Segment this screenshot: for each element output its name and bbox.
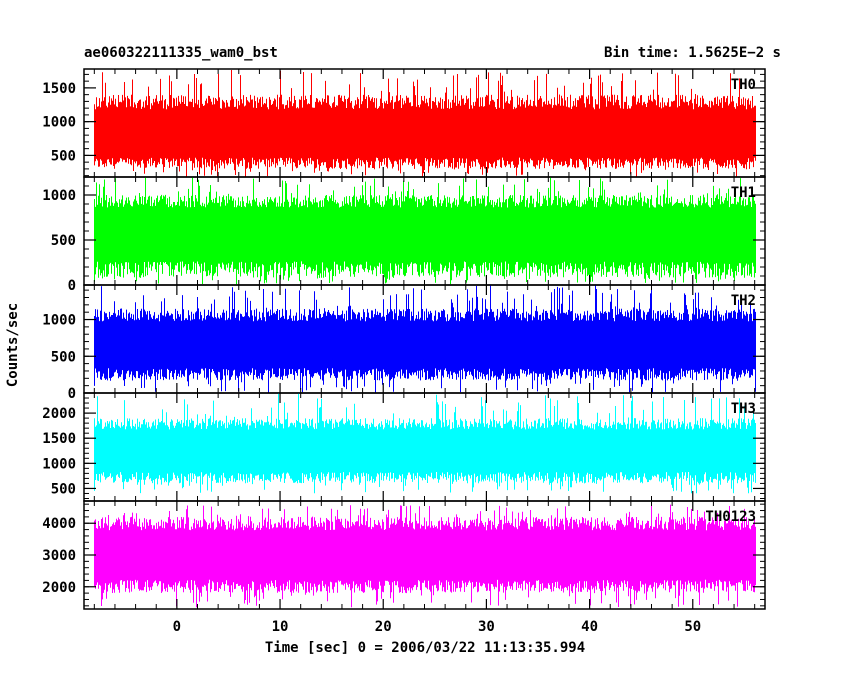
y-tick-label: 2000 <box>42 580 76 596</box>
y-tick-label: 3000 <box>42 548 76 564</box>
series-th2-line <box>94 285 756 393</box>
y-tick-label: 500 <box>51 349 76 365</box>
series-label-th0: TH0 <box>731 77 756 93</box>
y-tick-label: 1000 <box>42 188 76 204</box>
y-tick-label: 1500 <box>42 431 76 447</box>
series-label-th2: TH2 <box>731 293 756 309</box>
y-tick-label: 1500 <box>42 81 76 97</box>
series-th0-line <box>94 70 756 177</box>
y-tick-label: 2000 <box>42 406 76 422</box>
series-th0123-line <box>94 504 756 608</box>
series-th1-line <box>94 177 756 285</box>
x-tick-label: 10 <box>272 619 289 635</box>
series-label-th3: TH3 <box>731 401 756 417</box>
y-tick-label: 500 <box>51 148 76 164</box>
y-tick-label: 1000 <box>42 313 76 329</box>
x-tick-label: 20 <box>375 619 392 635</box>
series-label-th1: TH1 <box>731 185 756 201</box>
bin-time-label: Bin time: 1.5625E−2 s <box>603 45 781 61</box>
x-tick-label: 40 <box>581 619 598 635</box>
x-tick-label: 0 <box>173 619 181 635</box>
y-tick-label: 1000 <box>42 456 76 472</box>
y-tick-label: 1000 <box>42 115 76 131</box>
chart-title: ae060322111335_wam0_bst <box>84 45 278 61</box>
y-tick-label: 500 <box>51 481 76 497</box>
y-tick-label: 0 <box>68 386 76 402</box>
y-tick-label: 500 <box>51 233 76 249</box>
y-tick-label: 4000 <box>42 516 76 532</box>
series-th3-line <box>94 393 756 494</box>
x-axis-label: Time [sec] 0 = 2006/03/22 11:13:35.994 <box>264 640 586 656</box>
x-tick-label: 30 <box>478 619 495 635</box>
y-tick-label: 0 <box>68 278 76 294</box>
x-tick-label: 50 <box>684 619 701 635</box>
series-label-th0123: TH0123 <box>705 509 756 525</box>
